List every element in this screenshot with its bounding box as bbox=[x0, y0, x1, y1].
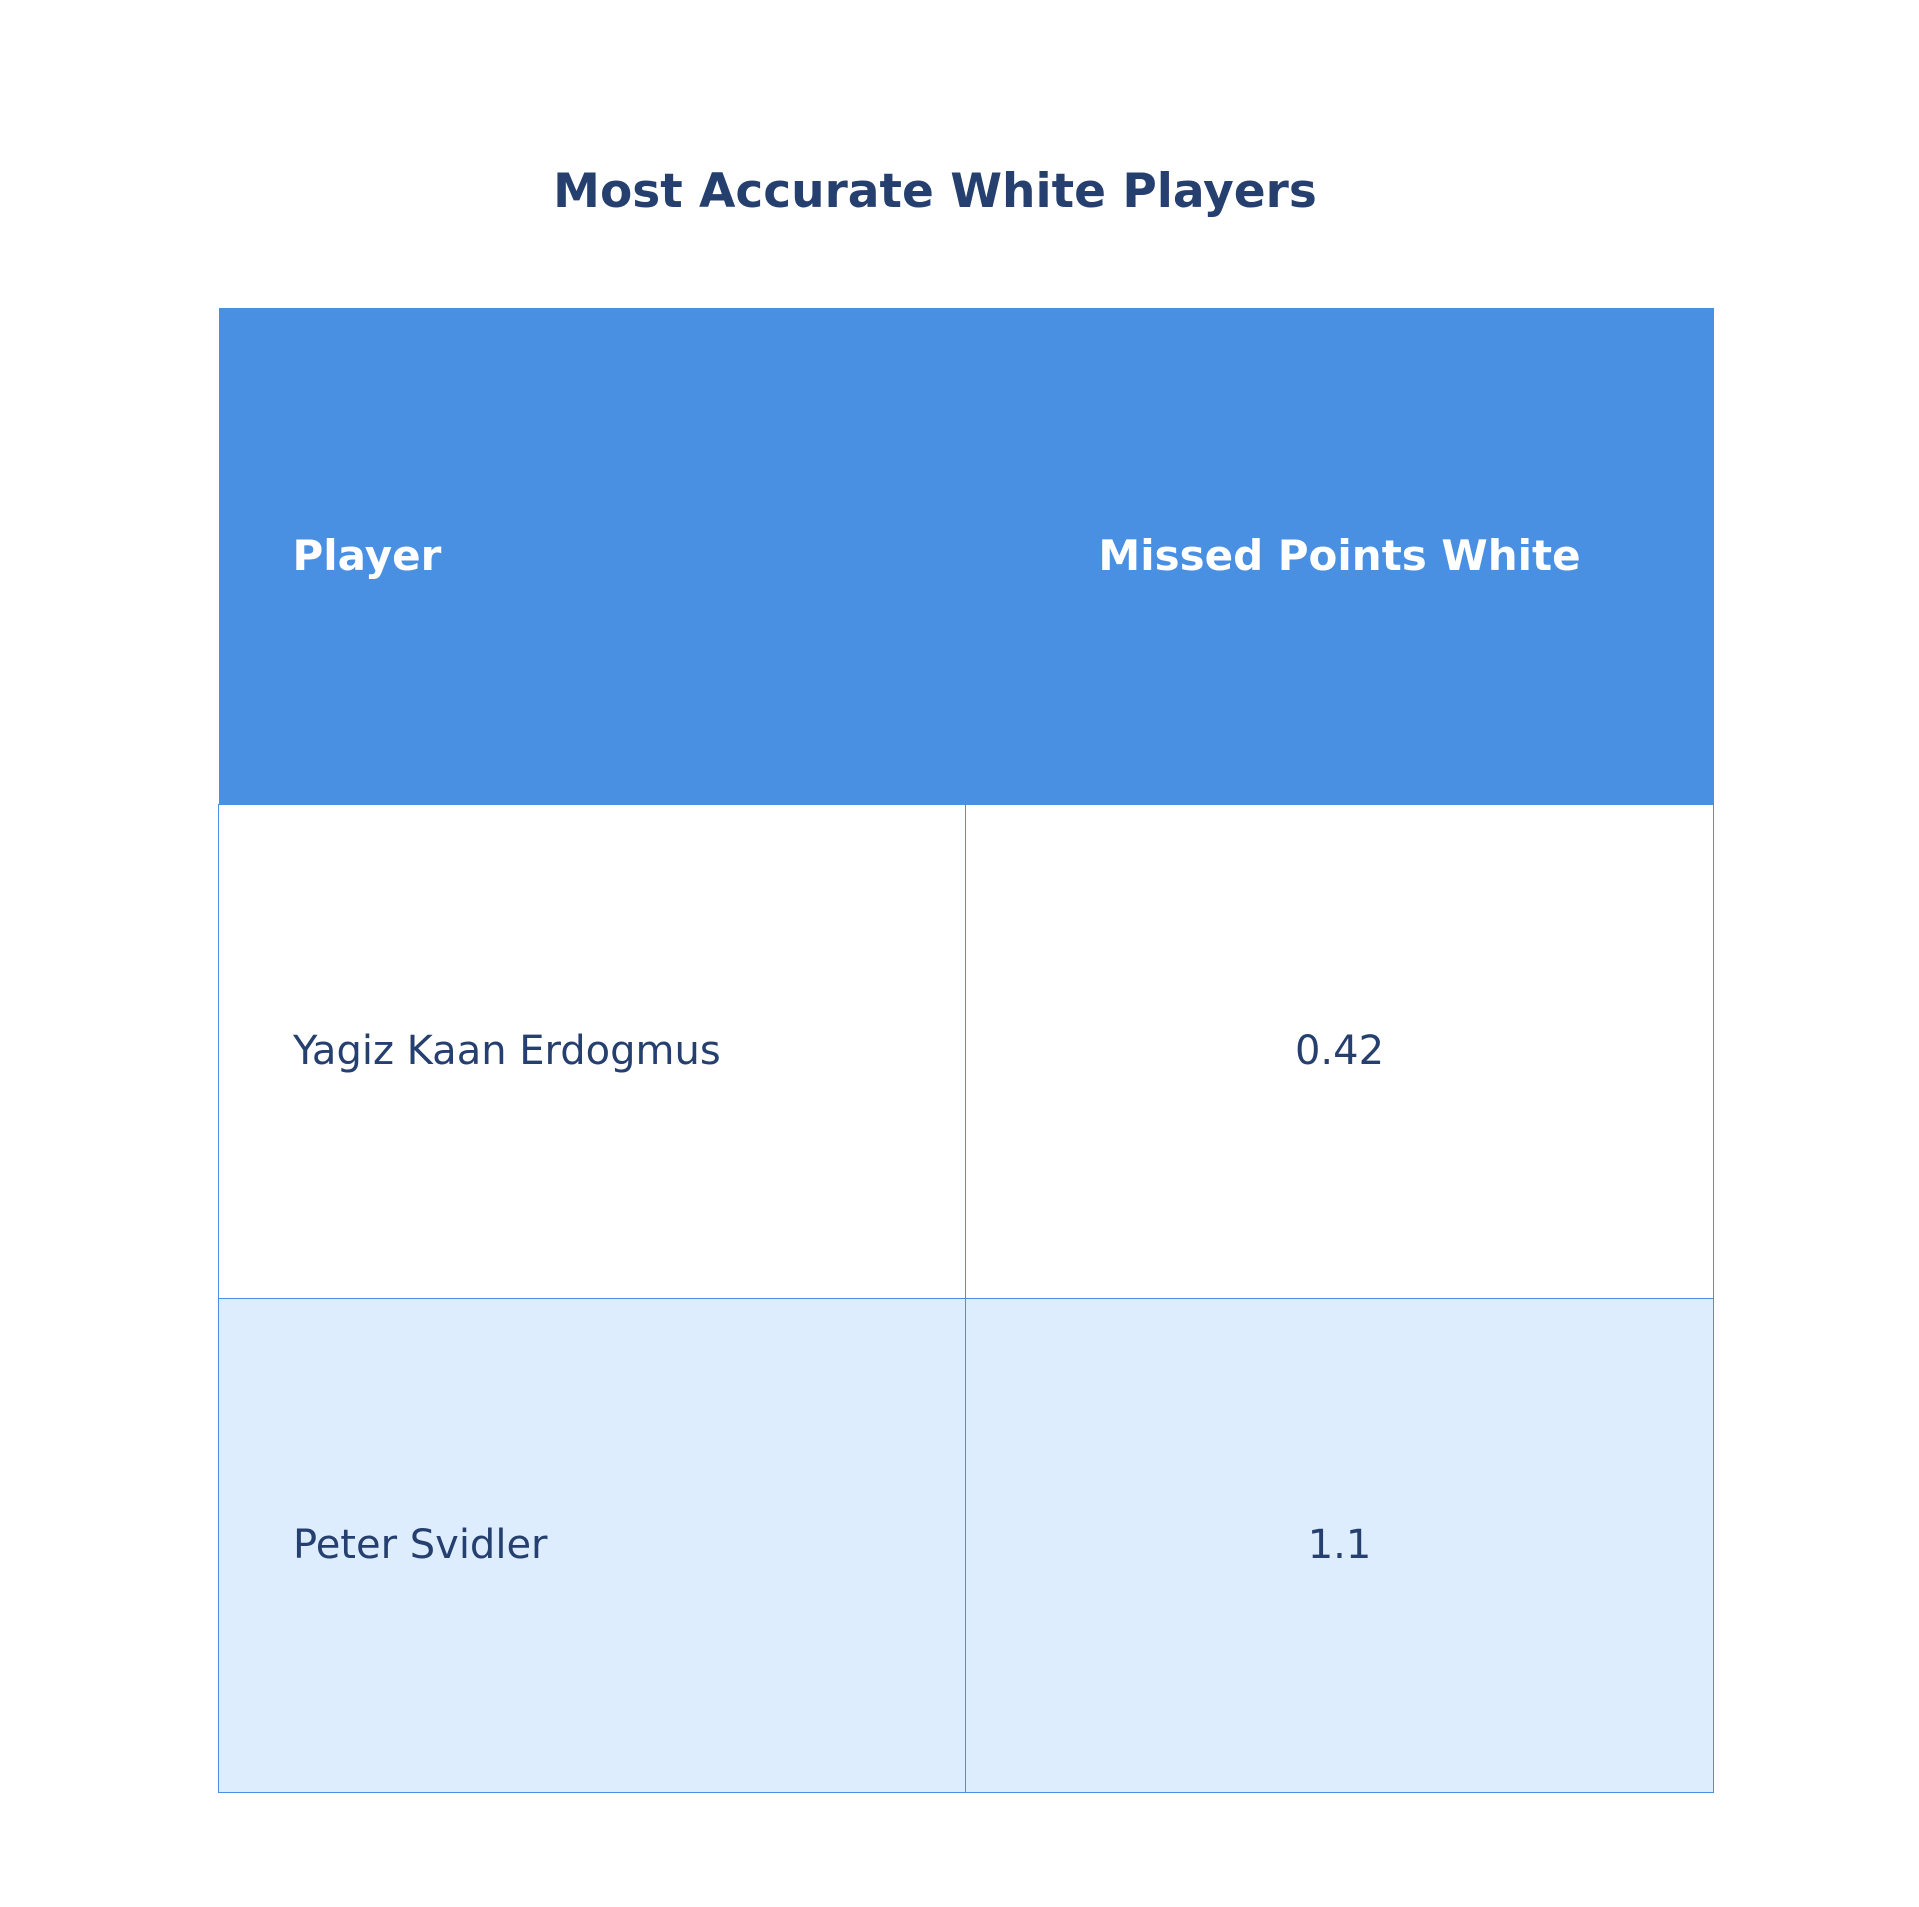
table-row: Peter Svidler 1.1 bbox=[218, 1297, 1714, 1793]
missed-points-cell: 0.42 bbox=[965, 803, 1714, 1299]
column-header-missed-points-white: Missed Points White bbox=[965, 308, 1714, 804]
players-table: Player Missed Points White Yagiz Kaan Er… bbox=[218, 308, 1714, 1793]
table-row: Yagiz Kaan Erdogmus 0.42 bbox=[218, 803, 1714, 1299]
player-cell: Peter Svidler bbox=[218, 1297, 966, 1793]
table-header: Player Missed Points White bbox=[218, 308, 1714, 804]
missed-points-cell: 1.1 bbox=[965, 1297, 1714, 1793]
column-header-player: Player bbox=[218, 308, 966, 804]
table-title: Most Accurate White Players bbox=[553, 164, 1317, 219]
table-body: Yagiz Kaan Erdogmus 0.42 Peter Svidler 1… bbox=[218, 803, 1714, 1793]
player-cell: Yagiz Kaan Erdogmus bbox=[218, 803, 966, 1299]
header-row: Player Missed Points White bbox=[218, 308, 1714, 804]
